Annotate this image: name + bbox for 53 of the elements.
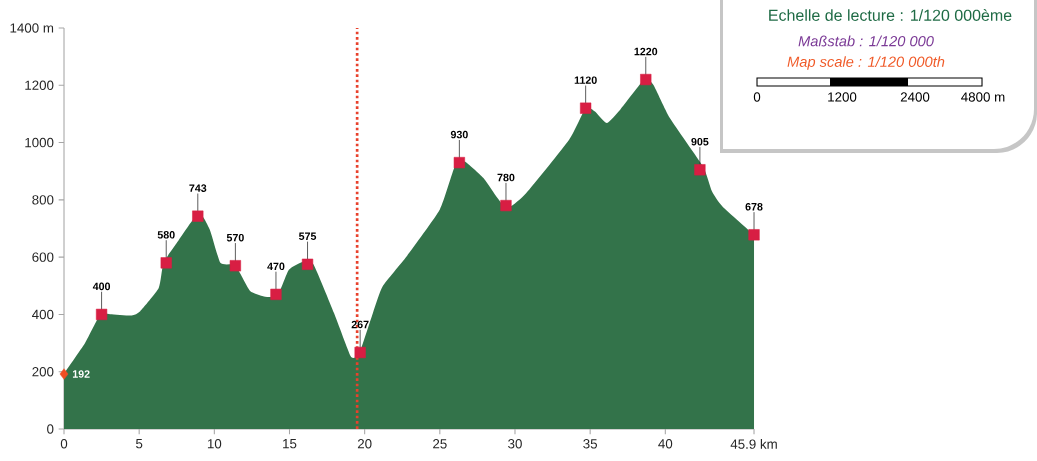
data-label: 570 — [226, 233, 244, 242]
data-label: 267 — [351, 320, 369, 329]
point — [354, 346, 366, 359]
x-tick-label: 35 — [583, 439, 598, 449]
x-tick-label: 5 — [136, 439, 143, 449]
data-label: 470 — [267, 262, 285, 271]
y-tick-label: 200 — [32, 367, 54, 377]
y-tick-label: 1400 m — [10, 23, 54, 33]
x-tick-label: 30 — [508, 439, 522, 449]
point — [580, 102, 592, 114]
data-label: 192 — [72, 370, 90, 378]
y-tick-label: 600 — [32, 252, 54, 262]
point — [192, 210, 204, 222]
x-tick-label: 25 — [433, 439, 447, 449]
data-label: 930 — [450, 130, 468, 139]
data-label: 1220 — [634, 47, 658, 56]
x-tick-label: 40 — [658, 439, 673, 449]
data-label: 400 — [92, 282, 111, 291]
point — [640, 73, 652, 86]
point — [59, 368, 69, 380]
point — [694, 164, 706, 176]
y-tick-label: 800 — [32, 195, 54, 205]
point — [229, 260, 241, 272]
point — [748, 229, 760, 241]
y-tick-label: 0 — [47, 424, 54, 434]
point — [270, 288, 282, 300]
x-tick-label: 20 — [357, 439, 372, 449]
point — [453, 157, 465, 169]
point — [160, 257, 172, 269]
text: Echelle de lecture : 1/120 000ème — [769, 9, 1012, 21]
data-label: 580 — [157, 231, 175, 239]
x-tick-label: 45.9 km — [730, 439, 777, 449]
x-tick-label: 10 — [207, 439, 222, 449]
y-tick-label: 1000 — [25, 137, 54, 148]
annotation: 0 — [753, 92, 761, 102]
y-tick-label: 1200 — [25, 80, 54, 90]
point — [500, 199, 512, 212]
x-tick-label: 15 — [283, 439, 297, 449]
point — [95, 308, 108, 321]
text: 2400 — [900, 92, 930, 102]
data-label: 905 — [691, 137, 709, 146]
x-tick-label: 0 — [60, 439, 68, 449]
text: Map scale : 1/120 000th — [787, 56, 945, 70]
data-label: 743 — [189, 184, 207, 192]
data-label: 575 — [298, 232, 317, 241]
data-label: 678 — [745, 202, 763, 211]
data-label: 780 — [497, 173, 515, 182]
text: 1200 — [828, 92, 857, 102]
data-label: 1120 — [574, 76, 597, 84]
point — [301, 258, 314, 270]
text: 4800 m — [961, 92, 1005, 102]
text: Maßstab : 1/120 000 — [798, 35, 934, 47]
y-tick-label: 400 — [32, 309, 54, 320]
